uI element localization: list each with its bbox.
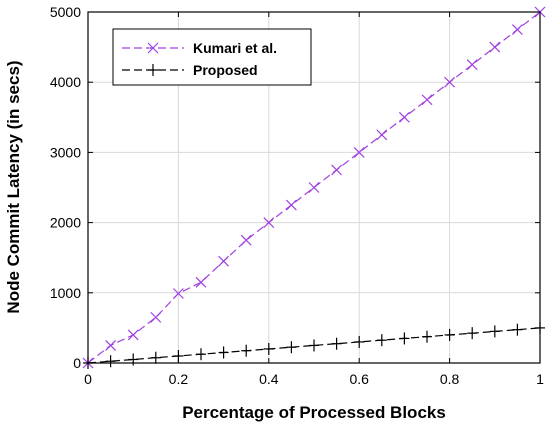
series-2-point xyxy=(489,325,500,338)
series-2-point xyxy=(105,355,116,368)
series-1-point xyxy=(376,129,388,141)
series-1-point xyxy=(105,340,117,351)
series-1-point xyxy=(195,276,207,288)
series-2-point xyxy=(128,353,139,366)
series-2-point xyxy=(512,323,523,336)
x-tick-label: 0 xyxy=(84,371,92,387)
series-2-point xyxy=(286,341,297,354)
series-1-point xyxy=(150,311,162,323)
legend-label: Proposed xyxy=(193,62,258,78)
series-2-point xyxy=(196,348,206,361)
series-2-point xyxy=(467,327,478,340)
plot-frame xyxy=(87,11,541,364)
series-1-point xyxy=(240,234,252,246)
series-1-point xyxy=(308,182,320,193)
axis-ticks: 0 0.2 0.4 0.6 0.8 1 0 1000 2000 3000 4000 5000 xyxy=(50,4,544,387)
series-2-point xyxy=(218,346,229,359)
x-axis-title: Percentage of Processed Blocks xyxy=(182,403,446,422)
series-2-point xyxy=(241,344,252,357)
y-tick-label: 3000 xyxy=(50,144,81,160)
series-1-point xyxy=(263,217,275,229)
x-tick-label: 0.8 xyxy=(440,371,460,387)
series-line-2 xyxy=(87,327,541,364)
series-1-point xyxy=(444,76,456,88)
legend-label: Kumari et al. xyxy=(193,40,277,56)
series-2-point xyxy=(309,339,319,352)
y-axis-title: Node Commit Latency (in secs) xyxy=(4,60,23,313)
series-1-point xyxy=(331,164,343,176)
series-1-point xyxy=(172,288,184,299)
legend: Kumari et al. Proposed xyxy=(112,28,312,86)
series-2-point xyxy=(263,342,274,355)
series-1-point xyxy=(218,255,230,267)
series-1-point xyxy=(421,94,433,106)
series-2-point xyxy=(331,337,342,350)
x-tick-label: 1 xyxy=(536,371,544,387)
series-2-point xyxy=(376,334,387,347)
legend-marker xyxy=(147,42,159,54)
series-1-point xyxy=(489,41,501,53)
series-2-point xyxy=(150,351,161,364)
x-tick-label: 0.6 xyxy=(349,371,369,387)
x-tick-label: 0.4 xyxy=(259,371,279,387)
legend-box xyxy=(112,28,312,86)
series-1-point xyxy=(353,146,365,158)
series-2-point xyxy=(399,332,410,345)
series-2-point xyxy=(422,330,432,343)
x-tick-label: 0.2 xyxy=(169,371,189,387)
series-2-point xyxy=(354,335,365,348)
series-1-point xyxy=(466,59,478,71)
y-tick-label: 4000 xyxy=(50,74,81,90)
series-1-point xyxy=(127,329,139,341)
y-tick-label: 0 xyxy=(73,355,81,371)
y-tick-label: 5000 xyxy=(50,4,81,20)
series-2-point xyxy=(444,328,455,341)
y-tick-label: 2000 xyxy=(50,215,81,231)
y-tick-label: 1000 xyxy=(50,285,81,301)
series-1-point xyxy=(511,24,523,35)
legend-marker xyxy=(148,64,158,76)
series-1-point xyxy=(398,111,410,123)
series-1-point xyxy=(285,199,297,211)
